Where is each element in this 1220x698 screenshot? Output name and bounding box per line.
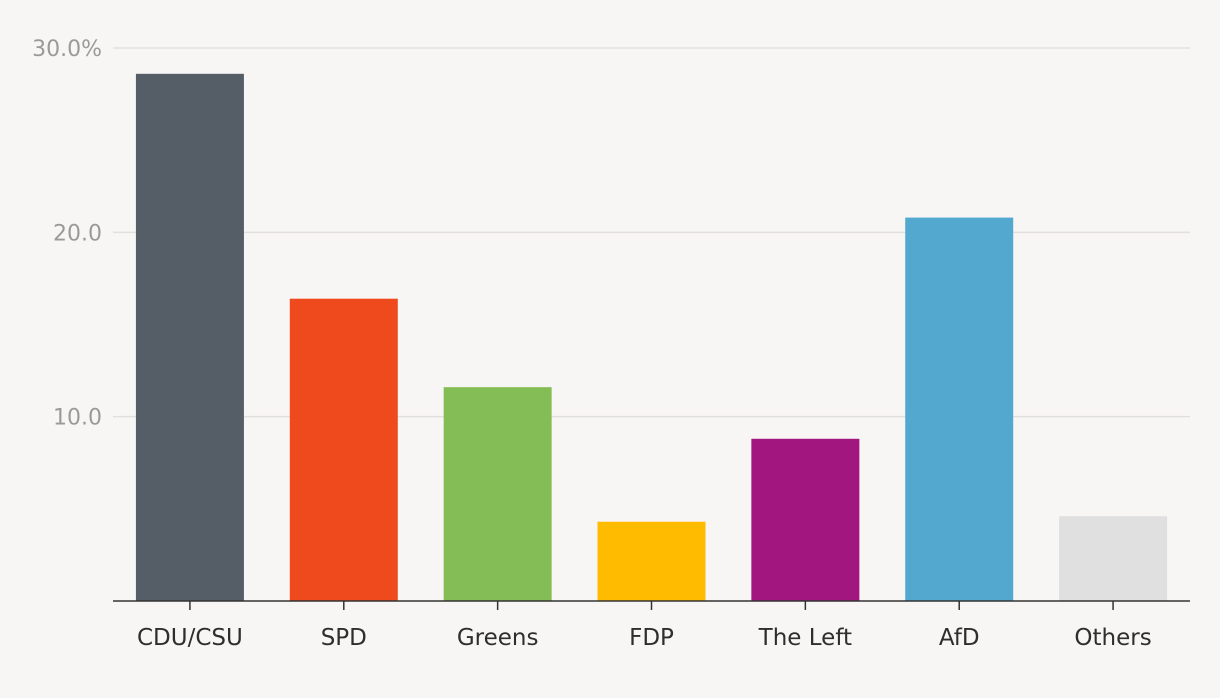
gridlines [113, 47, 1190, 418]
x-axis [113, 600, 1190, 610]
x-tick-label: Greens [457, 625, 539, 651]
bar [289, 298, 398, 601]
bars [135, 73, 1168, 602]
bar [443, 387, 552, 601]
y-axis-labels: 10.0 20.0 30.0% [32, 37, 102, 431]
x-axis-labels: CDU/CSU SPD Greens FDP The Left AfD Others [137, 625, 1152, 651]
bar [751, 438, 860, 601]
x-tick-label: Others [1074, 625, 1151, 651]
y-tick-label: 10.0 [53, 406, 102, 431]
x-tick-label: CDU/CSU [137, 625, 243, 651]
bar [597, 521, 706, 601]
bar [905, 217, 1014, 601]
y-tick-label: 30.0% [32, 37, 102, 62]
y-tick-label: 20.0 [53, 221, 102, 246]
x-tick-label: AfD [939, 625, 980, 651]
x-tick-label: FDP [629, 625, 674, 651]
bar [135, 73, 244, 602]
x-tick-label: The Left [758, 625, 852, 651]
bar [1059, 516, 1168, 601]
x-tick-label: SPD [321, 625, 367, 651]
